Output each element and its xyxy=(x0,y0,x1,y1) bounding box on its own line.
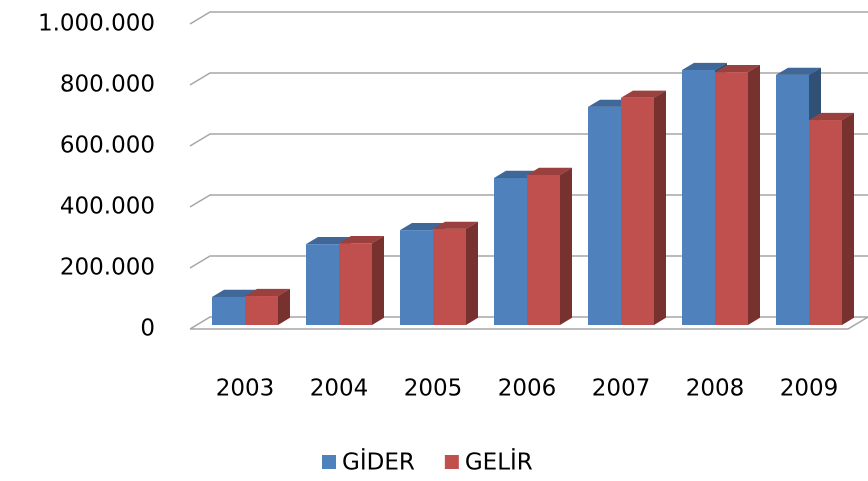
bar-top xyxy=(306,236,351,245)
y-tick-label: 0 xyxy=(140,316,155,342)
bar-top xyxy=(433,221,478,229)
bar xyxy=(339,243,372,325)
x-tick-label: 2005 xyxy=(404,376,463,402)
x-tick-label: 2007 xyxy=(592,376,651,402)
bar-side xyxy=(560,167,572,325)
bar-top xyxy=(809,112,854,121)
bar-top xyxy=(682,62,727,71)
axis-floor xyxy=(190,316,868,330)
bar-side xyxy=(748,64,760,325)
bar xyxy=(494,177,527,325)
bar-top xyxy=(212,289,257,297)
bar-side xyxy=(842,112,854,325)
legend-label: GELİR xyxy=(465,448,533,476)
grid-line xyxy=(189,11,868,25)
bar xyxy=(245,296,278,325)
bar-top xyxy=(776,67,821,75)
bar-side xyxy=(654,90,666,325)
x-tick-label: 2008 xyxy=(686,376,745,402)
bar-top xyxy=(621,90,666,98)
bar-top xyxy=(400,222,445,231)
x-tick-label: 2003 xyxy=(216,376,275,402)
legend-swatch xyxy=(444,455,459,469)
x-tick-label: 2006 xyxy=(498,376,557,402)
bar-top xyxy=(715,64,760,73)
bar-side xyxy=(372,236,384,325)
bar xyxy=(715,72,748,325)
bar-side xyxy=(278,288,290,325)
bar xyxy=(433,228,466,325)
legend-swatch xyxy=(322,455,336,469)
y-tick-label: 600.000 xyxy=(60,133,155,159)
x-tick-label: 2004 xyxy=(310,376,369,402)
bar xyxy=(621,97,654,326)
bar-top xyxy=(339,236,384,244)
y-tick-label: 1.000.000 xyxy=(38,11,155,37)
bar xyxy=(306,244,339,325)
grid-line xyxy=(189,133,868,147)
bar xyxy=(588,106,621,325)
bar-top xyxy=(527,167,572,175)
bar xyxy=(776,74,809,326)
y-tick-label: 800.000 xyxy=(60,72,155,98)
bar xyxy=(682,70,715,326)
y-tick-label: 400.000 xyxy=(60,194,155,220)
bar-side xyxy=(466,221,478,325)
bar xyxy=(809,120,842,325)
grid-line xyxy=(189,72,868,86)
x-tick-label: 2009 xyxy=(780,376,839,402)
legend-label: GİDER xyxy=(342,448,415,476)
bar xyxy=(212,296,245,325)
bar-top xyxy=(245,288,290,297)
bar xyxy=(400,230,433,325)
y-tick-label: 200.000 xyxy=(60,255,155,281)
bar xyxy=(527,174,560,325)
